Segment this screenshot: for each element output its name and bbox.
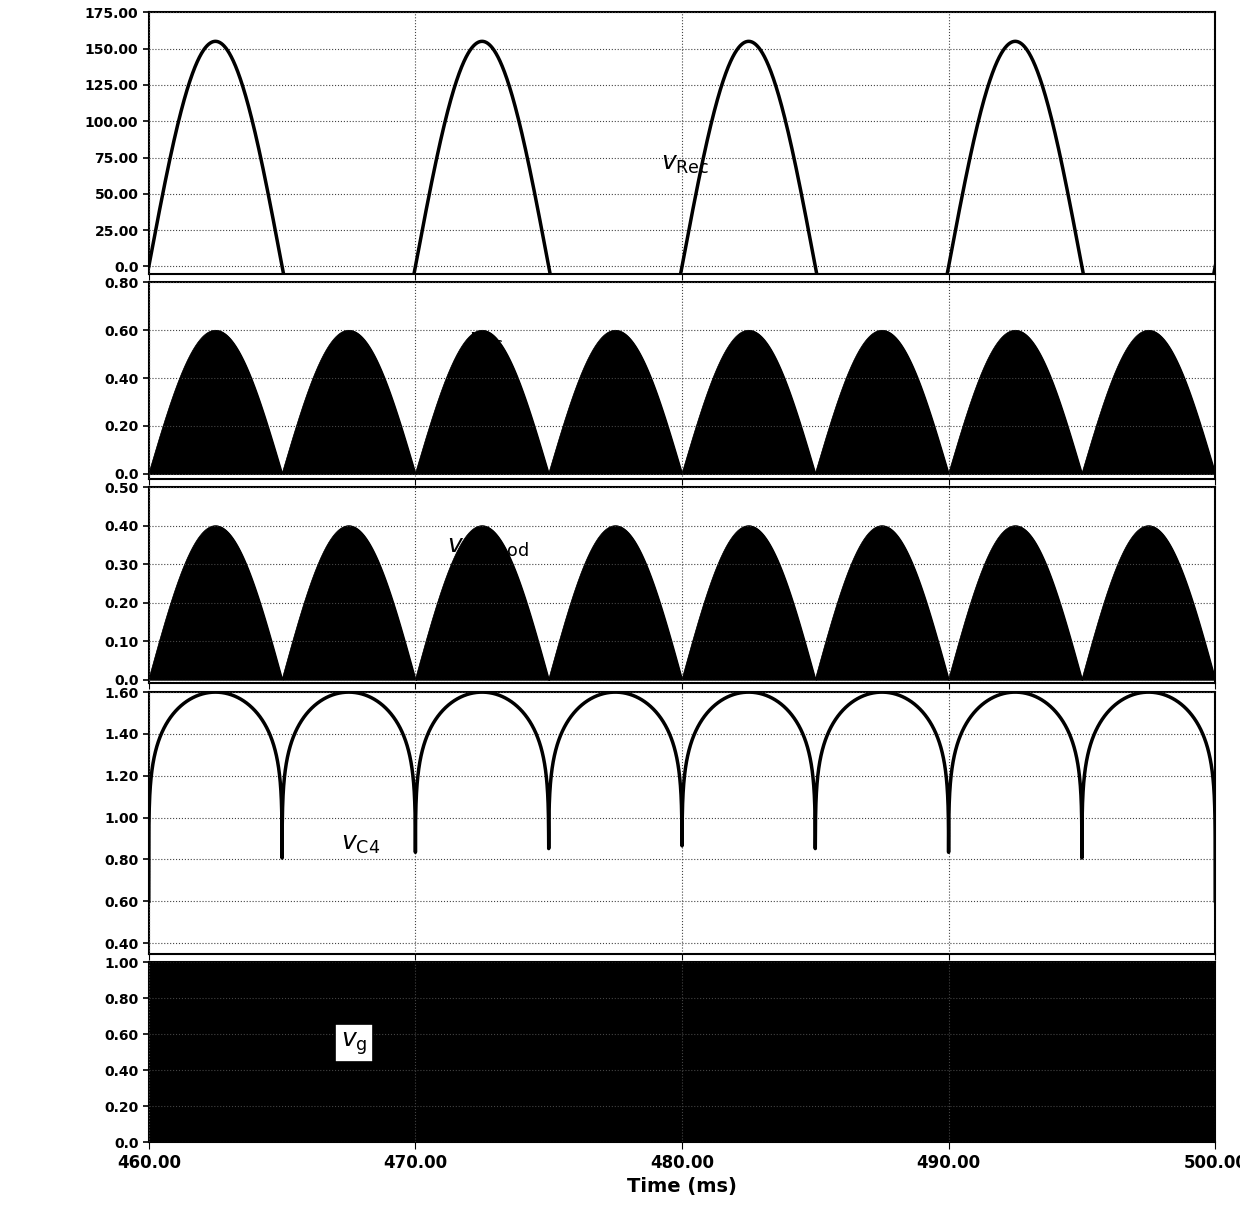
X-axis label: Time (ms): Time (ms) (627, 1178, 737, 1196)
Text: $v_\mathregular{C4}$: $v_\mathregular{C4}$ (341, 831, 379, 856)
Text: $v_\mathregular{Rec}$: $v_\mathregular{Rec}$ (661, 152, 709, 176)
Text: $v_\mathregular{g}$: $v_\mathregular{g}$ (341, 1030, 367, 1056)
Text: $v_\mathregular{cs}$: $v_\mathregular{cs}$ (469, 329, 503, 354)
Text: $v_\mathregular{cs\_mod}$: $v_\mathregular{cs\_mod}$ (448, 537, 529, 564)
